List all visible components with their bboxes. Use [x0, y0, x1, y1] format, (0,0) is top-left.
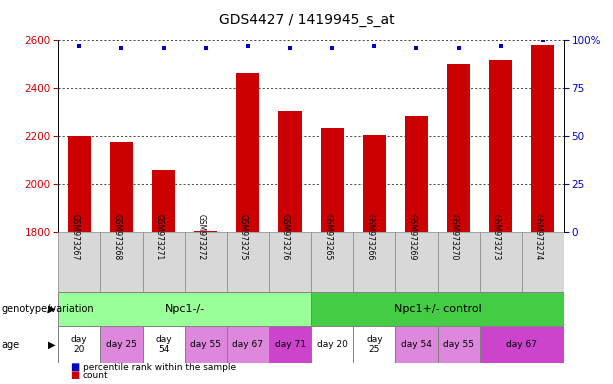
- Text: ■: ■: [70, 370, 80, 380]
- Text: percentile rank within the sample: percentile rank within the sample: [83, 363, 236, 372]
- Bar: [311, 292, 564, 326]
- Text: day
54: day 54: [155, 335, 172, 354]
- Bar: [321, 128, 344, 232]
- Text: day 55: day 55: [190, 340, 221, 349]
- Text: ■: ■: [70, 362, 80, 372]
- Text: GSM973271: GSM973271: [154, 214, 164, 260]
- Bar: [363, 135, 386, 232]
- Bar: [152, 170, 175, 232]
- Point: [327, 45, 337, 51]
- Bar: [395, 232, 438, 292]
- Text: count: count: [83, 371, 109, 380]
- Bar: [447, 64, 470, 232]
- Bar: [522, 232, 564, 292]
- Bar: [58, 326, 101, 363]
- Bar: [269, 326, 311, 363]
- Text: GSM973270: GSM973270: [449, 214, 459, 260]
- Text: day
25: day 25: [366, 335, 383, 354]
- Text: day 25: day 25: [106, 340, 137, 349]
- Text: day 20: day 20: [317, 340, 348, 349]
- Text: ▶: ▶: [48, 339, 55, 350]
- Bar: [531, 45, 555, 232]
- Bar: [142, 326, 185, 363]
- Text: GSM973274: GSM973274: [534, 214, 543, 260]
- Bar: [353, 232, 395, 292]
- Text: GSM973276: GSM973276: [281, 214, 290, 260]
- Bar: [58, 232, 101, 292]
- Text: day 67: day 67: [506, 340, 538, 349]
- Bar: [236, 73, 259, 232]
- Text: GSM973265: GSM973265: [323, 214, 332, 260]
- Bar: [311, 326, 353, 363]
- Bar: [479, 232, 522, 292]
- Point: [159, 45, 169, 51]
- Bar: [142, 232, 185, 292]
- Bar: [395, 326, 438, 363]
- Bar: [438, 232, 479, 292]
- Text: GSM973275: GSM973275: [239, 214, 248, 260]
- Text: genotype/variation: genotype/variation: [1, 304, 94, 314]
- Text: Npc1+/- control: Npc1+/- control: [394, 304, 481, 314]
- Text: ▶: ▶: [48, 304, 55, 314]
- Bar: [269, 232, 311, 292]
- Bar: [405, 116, 428, 232]
- Text: GSM973266: GSM973266: [365, 214, 375, 260]
- Text: day 71: day 71: [275, 340, 305, 349]
- Bar: [185, 232, 227, 292]
- Bar: [311, 232, 353, 292]
- Bar: [101, 326, 142, 363]
- Bar: [101, 232, 142, 292]
- Point: [538, 37, 548, 43]
- Text: age: age: [1, 339, 20, 350]
- Point: [454, 45, 463, 51]
- Text: Npc1-/-: Npc1-/-: [164, 304, 205, 314]
- Text: GSM973273: GSM973273: [492, 214, 501, 260]
- Point: [201, 45, 211, 51]
- Point: [411, 45, 421, 51]
- Bar: [58, 292, 311, 326]
- Bar: [438, 326, 479, 363]
- Text: day
20: day 20: [71, 335, 88, 354]
- Point: [116, 45, 126, 51]
- Text: GSM973267: GSM973267: [70, 214, 79, 260]
- Bar: [185, 326, 227, 363]
- Bar: [353, 326, 395, 363]
- Bar: [110, 142, 133, 232]
- Point: [74, 43, 84, 49]
- Point: [496, 43, 506, 49]
- Text: GSM973272: GSM973272: [197, 214, 206, 260]
- Point: [285, 45, 295, 51]
- Bar: [489, 60, 512, 232]
- Text: GSM973268: GSM973268: [112, 214, 121, 260]
- Point: [243, 43, 253, 49]
- Bar: [194, 231, 218, 232]
- Bar: [227, 326, 269, 363]
- Bar: [479, 326, 564, 363]
- Text: GSM973269: GSM973269: [408, 214, 416, 260]
- Text: day 67: day 67: [232, 340, 264, 349]
- Text: day 55: day 55: [443, 340, 474, 349]
- Text: day 54: day 54: [401, 340, 432, 349]
- Text: GDS4427 / 1419945_s_at: GDS4427 / 1419945_s_at: [219, 13, 394, 27]
- Bar: [278, 111, 302, 232]
- Point: [370, 43, 379, 49]
- Bar: [67, 136, 91, 232]
- Bar: [227, 232, 269, 292]
